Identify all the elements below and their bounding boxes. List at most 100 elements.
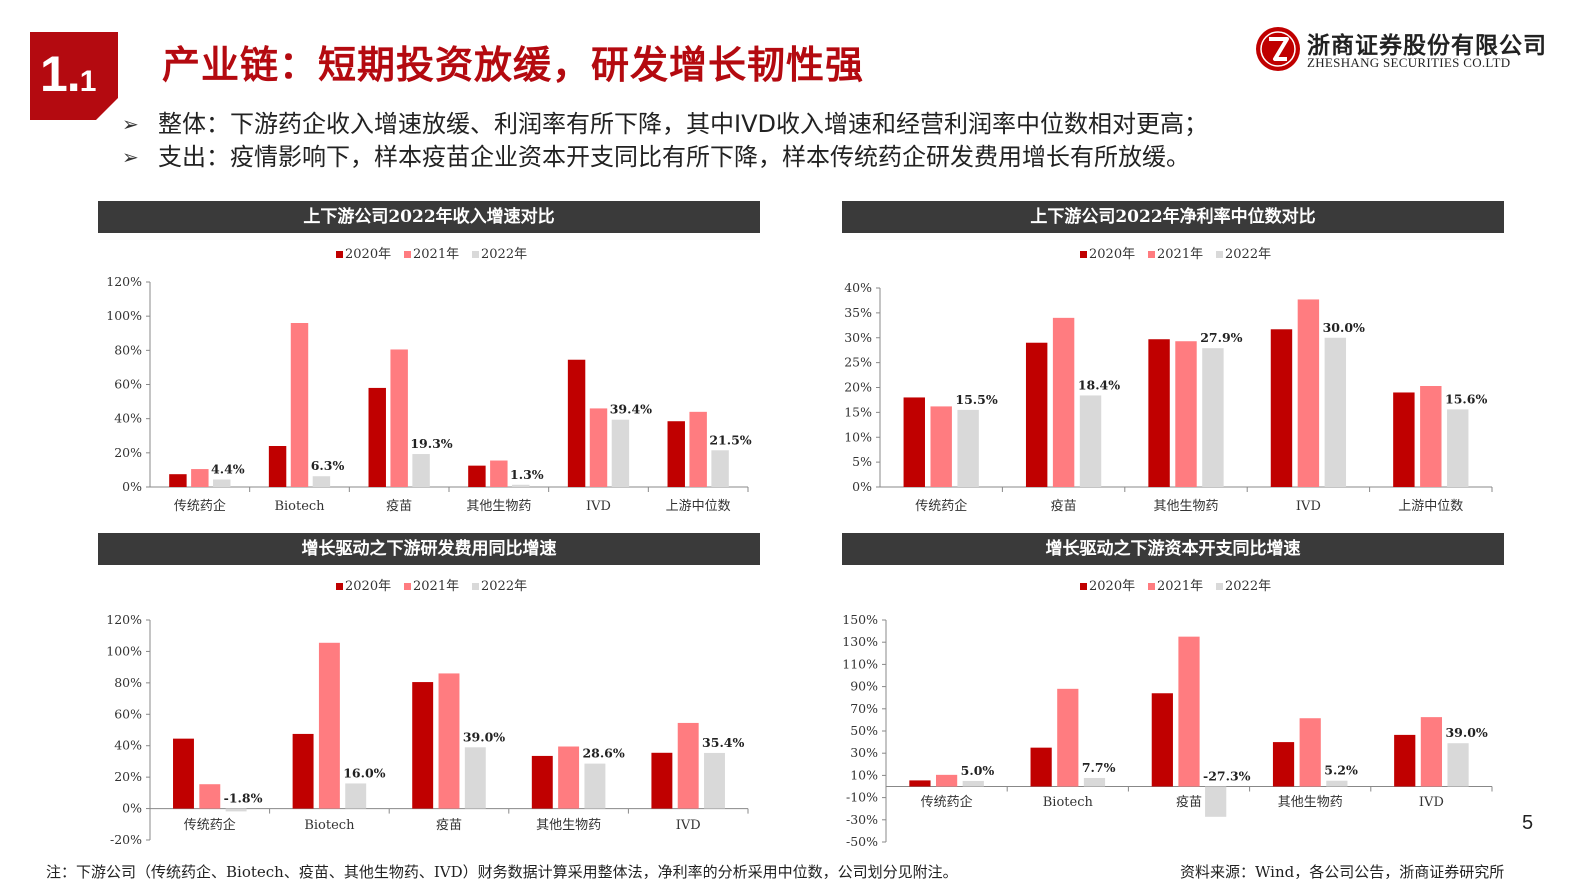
category-label: 其他生物药 bbox=[466, 499, 531, 514]
y-tick-label: 0% bbox=[122, 801, 142, 816]
data-label: 7.7% bbox=[1082, 760, 1116, 775]
revenue-growth-chart: 2020年 2021年 2022年 0% 20% 40% 60% 80% 100% 120% 4.4… bbox=[106, 247, 752, 514]
bar-2022 bbox=[512, 484, 530, 487]
bar-2021 bbox=[1299, 718, 1321, 787]
chart-title-capex-growth: 增长驱动之下游资本开支同比增速 bbox=[842, 533, 1504, 565]
legend-swatch bbox=[404, 251, 411, 258]
category-label: Biotech bbox=[1043, 795, 1094, 810]
page-number: 5 bbox=[1522, 812, 1534, 834]
legend-label: 2022年 bbox=[1225, 247, 1271, 262]
bar-2021 bbox=[589, 408, 608, 487]
legend-swatch bbox=[1080, 583, 1087, 590]
data-label: 4.4% bbox=[211, 461, 245, 476]
bar-2020 bbox=[368, 387, 386, 487]
legend-swatch bbox=[1216, 251, 1223, 258]
bar-2021 bbox=[1052, 317, 1075, 487]
bar-2021 bbox=[290, 323, 309, 487]
net-margin-chart: 2020年 2021年 2022年 0% 5% 10% 15% 20% 25% 30% 35% 40%… bbox=[844, 247, 1493, 514]
bar-2021 bbox=[199, 784, 221, 809]
data-label: 30.0% bbox=[1323, 320, 1365, 335]
y-tick-label: 5% bbox=[852, 454, 872, 469]
y-tick-label: 100% bbox=[106, 308, 142, 323]
bar-2021 bbox=[318, 642, 340, 809]
category-label: IVD bbox=[676, 818, 701, 833]
bar-2020 bbox=[292, 733, 314, 809]
chart-title-net-margin: 上下游公司2022年净利率中位数对比 bbox=[842, 201, 1504, 233]
legend-label: 2020年 bbox=[1089, 247, 1135, 262]
category-label: 传统药企 bbox=[174, 498, 226, 514]
bar-2020 bbox=[412, 682, 434, 809]
bar-2022 bbox=[1202, 348, 1224, 487]
page-title: 产业链：短期投资放缓，研发增长韧性强 bbox=[162, 43, 865, 87]
bar-2021 bbox=[1297, 299, 1320, 487]
arrow-bullet-icon: ➢ bbox=[122, 145, 139, 169]
data-label: 28.6% bbox=[582, 746, 624, 761]
bar-2021 bbox=[935, 774, 958, 787]
legend-swatch bbox=[1080, 251, 1087, 258]
bar-2021 bbox=[1178, 636, 1200, 787]
y-tick-label: 0% bbox=[122, 479, 142, 494]
bar-2022 bbox=[1083, 777, 1106, 787]
legend-swatch bbox=[472, 251, 479, 258]
y-tick-label: 60% bbox=[114, 377, 142, 392]
y-tick-label: 120% bbox=[106, 612, 142, 627]
arrow-bullet-icon: ➢ bbox=[122, 112, 139, 136]
legend-label: 2020年 bbox=[345, 247, 391, 262]
y-tick-label: 30% bbox=[850, 745, 878, 760]
data-label: 5.2% bbox=[1324, 763, 1358, 778]
bar-2020 bbox=[567, 359, 586, 487]
y-tick-label: -10% bbox=[846, 790, 878, 805]
logo-chinese-name: 浙商证券股份有限公司 bbox=[1307, 33, 1547, 59]
y-tick-label: 130% bbox=[842, 634, 878, 649]
y-tick-label: 20% bbox=[114, 769, 142, 784]
chart-title-revenue-growth: 上下游公司2022年收入增速对比 bbox=[98, 201, 760, 233]
y-tick-label: 0% bbox=[852, 479, 872, 494]
bar-2020 bbox=[1270, 329, 1293, 487]
bar-2022 bbox=[1079, 395, 1102, 487]
legend-label: 2020年 bbox=[345, 579, 391, 594]
category-label: IVD bbox=[586, 499, 611, 514]
bar-2022 bbox=[1447, 409, 1469, 487]
bar-2022 bbox=[1324, 337, 1347, 487]
legend-swatch bbox=[1148, 583, 1155, 590]
category-label: 传统药企 bbox=[184, 817, 236, 833]
bar-2022 bbox=[711, 450, 729, 487]
bar-2020 bbox=[268, 446, 287, 487]
legend-swatch bbox=[472, 583, 479, 590]
legend-label: 2021年 bbox=[1157, 579, 1203, 594]
y-tick-label: 40% bbox=[114, 738, 142, 753]
legend-label: 2021年 bbox=[1157, 247, 1203, 262]
legend-swatch bbox=[336, 251, 343, 258]
section-number: 1.1 bbox=[40, 46, 96, 102]
source-note: 资料来源：Wind，各公司公告，浙商证券研究所 bbox=[1180, 863, 1505, 881]
footnote: 注：下游公司（传统药企、Biotech、疫苗、其他生物药、IVD）财务数据计算采… bbox=[46, 863, 958, 881]
y-tick-label: 120% bbox=[106, 274, 142, 289]
bar-2020 bbox=[1025, 342, 1048, 487]
y-tick-label: 40% bbox=[844, 280, 872, 295]
data-label: -1.8% bbox=[224, 791, 263, 806]
bar-2022 bbox=[957, 409, 979, 487]
bar-2021 bbox=[191, 469, 209, 487]
category-label: IVD bbox=[1296, 499, 1321, 514]
bar-2021 bbox=[1420, 717, 1443, 787]
data-label: 39.4% bbox=[610, 402, 652, 417]
summary-bullets: ➢ 整体：下游药企收入增速放缓、利润率有所下降，其中IVD收入增速和经营利润率中位… bbox=[122, 108, 1208, 174]
y-tick-label: -30% bbox=[846, 812, 878, 827]
bar-2022 bbox=[1205, 786, 1227, 817]
y-tick-label: 40% bbox=[114, 411, 142, 426]
data-label: 16.0% bbox=[343, 765, 385, 780]
bar-2022 bbox=[962, 780, 984, 787]
legend-label: 2022年 bbox=[481, 247, 527, 262]
legend-label: 2022年 bbox=[481, 579, 527, 594]
category-label: 其他生物药 bbox=[1153, 499, 1218, 514]
legend-swatch bbox=[1148, 251, 1155, 258]
y-tick-label: 100% bbox=[106, 643, 142, 658]
category-label: 传统药企 bbox=[915, 498, 967, 514]
bar-2020 bbox=[1030, 747, 1052, 787]
category-label: 传统药企 bbox=[921, 794, 973, 810]
y-tick-label: 10% bbox=[850, 767, 878, 782]
rd-growth-chart: 2020年 2021年 2022年 -20% 0% 20% 40% 60% 80% 100% 120… bbox=[106, 579, 749, 847]
bar-2020 bbox=[169, 474, 187, 487]
y-tick-label: 20% bbox=[114, 445, 142, 460]
bar-2021 bbox=[1420, 386, 1442, 487]
